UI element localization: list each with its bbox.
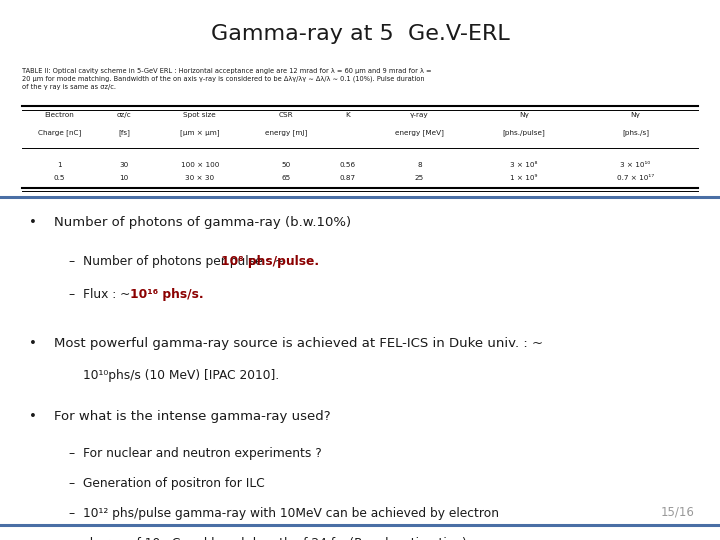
Text: energy [MeV]: energy [MeV] <box>395 130 444 137</box>
Text: •: • <box>29 216 37 229</box>
Text: Number of photons of gamma-ray (b.w.10%): Number of photons of gamma-ray (b.w.10%) <box>54 216 351 229</box>
Text: 0.7 × 10¹⁷: 0.7 × 10¹⁷ <box>617 176 654 181</box>
Text: –: – <box>68 288 75 301</box>
Text: –: – <box>68 477 75 490</box>
Text: 100 × 100: 100 × 100 <box>181 162 219 168</box>
Text: –: – <box>68 255 75 268</box>
Text: [fs]: [fs] <box>118 130 130 137</box>
Text: Spot size: Spot size <box>184 112 216 118</box>
Text: charge of 10 nC and bunch length of 24 fs. (Rough estimation): charge of 10 nC and bunch length of 24 f… <box>83 537 467 540</box>
Text: 10: 10 <box>120 176 129 181</box>
Text: Generation of positron for ILC: Generation of positron for ILC <box>83 477 264 490</box>
Text: 65: 65 <box>282 176 291 181</box>
Text: •: • <box>29 410 37 423</box>
Text: Gamma-ray at 5  Ge.V-ERL: Gamma-ray at 5 Ge.V-ERL <box>211 24 509 44</box>
Text: Nγ: Nγ <box>631 112 640 118</box>
Text: 30 × 30: 30 × 30 <box>185 176 215 181</box>
Text: CSR: CSR <box>279 112 294 118</box>
Text: 3 × 10¹⁰: 3 × 10¹⁰ <box>621 162 650 168</box>
Text: 0.5: 0.5 <box>54 176 65 181</box>
Text: 0.87: 0.87 <box>339 176 356 181</box>
Text: For nuclear and neutron experiments ?: For nuclear and neutron experiments ? <box>83 447 322 460</box>
Text: –: – <box>68 447 75 460</box>
Text: 1: 1 <box>57 162 62 168</box>
Text: Most powerful gamma-ray source is achieved at FEL-ICS in Duke univ. : ~: Most powerful gamma-ray source is achiev… <box>54 337 543 350</box>
Text: 25: 25 <box>415 176 424 181</box>
Text: Charge [nC]: Charge [nC] <box>37 130 81 137</box>
Text: σz/c: σz/c <box>117 112 132 118</box>
Text: energy [mJ]: energy [mJ] <box>265 130 307 137</box>
Text: •: • <box>29 337 37 350</box>
Text: 1 × 10⁹: 1 × 10⁹ <box>510 176 538 181</box>
Text: For what is the intense gamma-ray used?: For what is the intense gamma-ray used? <box>54 410 330 423</box>
Text: Number of photons per pulse : ~: Number of photons per pulse : ~ <box>83 255 288 268</box>
Text: 50: 50 <box>282 162 291 168</box>
Text: 10¹² phs/pulse gamma-ray with 10MeV can be achieved by electron: 10¹² phs/pulse gamma-ray with 10MeV can … <box>83 507 499 520</box>
Text: 10¹⁰phs/s (10 MeV) [IPAC 2010].: 10¹⁰phs/s (10 MeV) [IPAC 2010]. <box>83 369 279 382</box>
Text: K: K <box>345 112 350 118</box>
Text: 8: 8 <box>417 162 422 168</box>
Text: Nγ: Nγ <box>519 112 528 118</box>
Text: [μm × μm]: [μm × μm] <box>180 130 220 137</box>
Text: 30: 30 <box>120 162 129 168</box>
Text: [phs./s]: [phs./s] <box>622 130 649 137</box>
Text: Flux : ~: Flux : ~ <box>83 288 134 301</box>
Text: TABLE II: Optical cavity scheme in 5-GeV ERL : Horizontal acceptance angle are 1: TABLE II: Optical cavity scheme in 5-GeV… <box>22 68 431 90</box>
Text: 10¹⁶ phs/s.: 10¹⁶ phs/s. <box>130 288 204 301</box>
Text: 0.56: 0.56 <box>339 162 356 168</box>
Text: γ-ray: γ-ray <box>410 112 428 118</box>
Text: [phs./pulse]: [phs./pulse] <box>503 130 545 137</box>
Text: 15/16: 15/16 <box>661 505 695 518</box>
Text: 10⁸ phs/pulse.: 10⁸ phs/pulse. <box>221 255 319 268</box>
Text: Electron: Electron <box>45 112 74 118</box>
Text: –: – <box>68 507 75 520</box>
Text: 3 × 10⁸: 3 × 10⁸ <box>510 162 538 168</box>
